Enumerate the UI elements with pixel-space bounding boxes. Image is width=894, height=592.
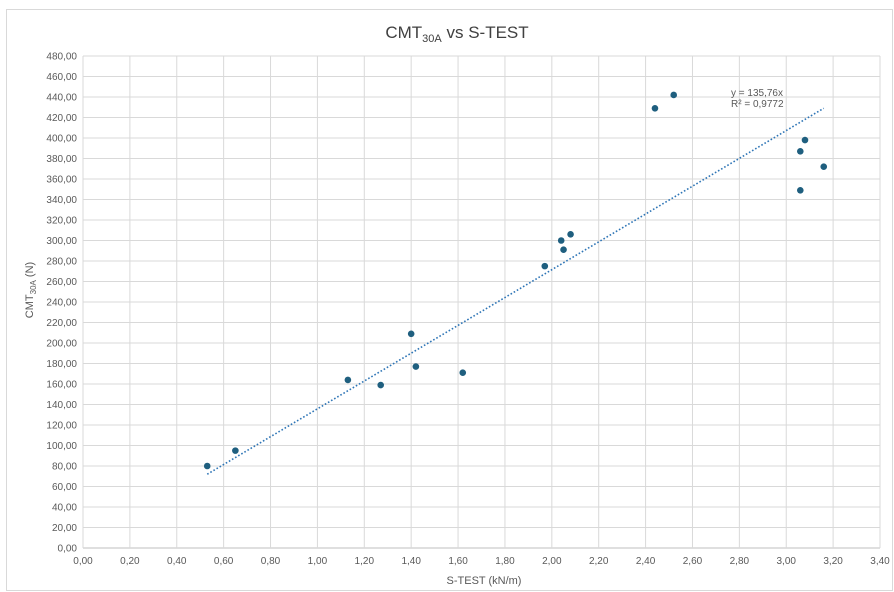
x-tick-label: 3,20 [823, 556, 843, 567]
data-point [820, 163, 828, 170]
data-point [560, 246, 567, 254]
data-point [377, 381, 385, 389]
y-tick-label: 40,00 [52, 503, 77, 514]
y-tick-label: 260,00 [46, 277, 77, 288]
x-tick-label: 0,20 [120, 556, 140, 567]
y-tick-label: 320,00 [46, 216, 77, 227]
x-axis-ticks: 0,00 0,20 0,40 0,60 0,80 1,00 1,20 1,40 1,60 1,80… [73, 556, 890, 567]
data-point [541, 262, 549, 270]
y-tick-label: 100,00 [46, 441, 77, 452]
data-point [670, 91, 678, 99]
y-tick-label: 380,00 [46, 154, 77, 165]
y-tick-label: 240,00 [46, 298, 77, 309]
y-tick-label: 80,00 [52, 462, 77, 473]
y-tick-label: 440,00 [46, 93, 77, 104]
y-axis-ticks: 0,00 20,00 40,00 60,00 80,00 100,00 120,00 140,… [46, 52, 77, 555]
x-tick-label: 1,20 [355, 556, 375, 567]
x-tick-label: 0,60 [214, 556, 234, 567]
y-tick-label: 280,00 [46, 257, 77, 268]
data-point [567, 231, 574, 238]
y-tick-label: 340,00 [46, 195, 77, 206]
x-tick-label: 2,40 [636, 556, 656, 567]
trendline-r-squared: R² = 0,9772 [731, 99, 784, 110]
x-tick-label: 0,00 [73, 556, 93, 567]
x-axis-label: S-TEST (kN/m) [447, 575, 522, 587]
x-tick-label: 3,40 [870, 556, 890, 567]
data-point [797, 186, 804, 194]
data-point [651, 104, 659, 112]
data-point [459, 369, 467, 377]
y-tick-label: 160,00 [46, 380, 77, 391]
y-tick-label: 140,00 [46, 400, 77, 411]
y-tick-label: 460,00 [46, 72, 77, 83]
gridlines [82, 55, 881, 549]
x-tick-label: 3,00 [777, 556, 797, 567]
y-tick-label: 200,00 [46, 339, 77, 350]
y-tick-label: 300,00 [46, 236, 77, 247]
y-tick-label: 180,00 [46, 359, 77, 370]
y-tick-label: 20,00 [52, 523, 77, 534]
x-tick-label: 2,00 [542, 556, 562, 567]
data-point [801, 136, 809, 144]
data-point [203, 462, 211, 470]
trendline-equation: y = 135,76x [731, 88, 783, 99]
x-tick-label: 1,80 [495, 556, 515, 567]
x-tick-label: 0,80 [261, 556, 281, 567]
x-tick-label: 2,20 [589, 556, 609, 567]
y-axis-label: CMT30A (N) [24, 262, 38, 318]
data-point [407, 330, 415, 338]
x-tick-label: 2,80 [730, 556, 750, 567]
x-tick-label: 1,00 [308, 556, 328, 567]
data-point [797, 148, 804, 155]
trendline [206, 107, 825, 475]
y-tick-label: 0,00 [58, 544, 78, 555]
y-tick-label: 220,00 [46, 318, 77, 329]
x-tick-label: 0,40 [167, 556, 187, 567]
y-tick-label: 120,00 [46, 421, 77, 432]
data-point [412, 363, 420, 370]
x-tick-label: 1,60 [448, 556, 468, 567]
data-point [557, 237, 565, 244]
trendline-path [206, 107, 825, 475]
data-point [344, 376, 352, 384]
y-tick-label: 360,00 [46, 175, 77, 186]
data-point [232, 447, 239, 454]
data-points [203, 91, 828, 470]
chart-frame [6, 9, 893, 591]
y-tick-label: 400,00 [46, 134, 77, 145]
y-tick-label: 480,00 [46, 52, 77, 63]
chart-title: CMT30A vs S-TEST [385, 23, 528, 45]
y-tick-label: 60,00 [52, 482, 77, 493]
y-tick-label: 420,00 [46, 113, 77, 124]
x-tick-label: 2,60 [683, 556, 703, 567]
x-tick-label: 1,40 [401, 556, 421, 567]
